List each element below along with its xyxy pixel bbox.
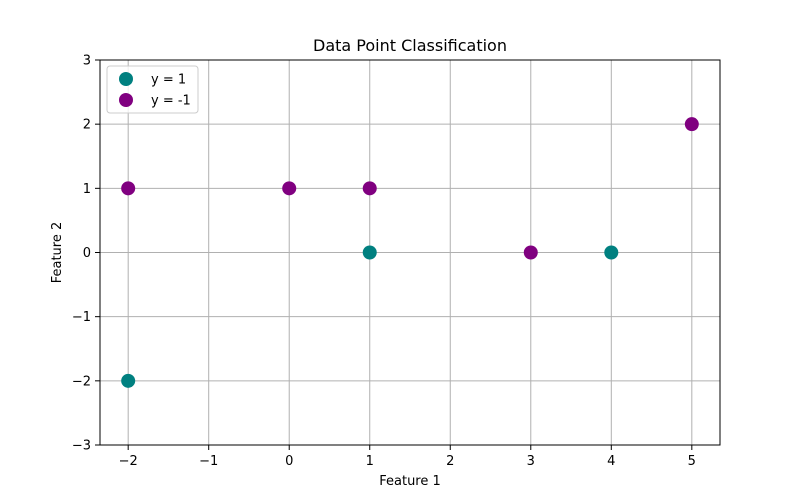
data-point-series-1 — [121, 373, 136, 388]
x-tick-label: 0 — [285, 454, 293, 469]
data-point-series-2 — [121, 181, 136, 196]
y-tick-label: 1 — [83, 182, 91, 197]
y-tick-label: −3 — [72, 439, 91, 454]
x-tick-label: 1 — [366, 454, 374, 469]
legend-label-series-1: y = 1 — [151, 73, 186, 88]
data-points — [121, 117, 699, 388]
legend-marker-series-1 — [119, 72, 133, 86]
data-point-series-1 — [362, 245, 377, 260]
data-point-series-2 — [684, 117, 699, 132]
x-tick-label: 5 — [688, 454, 696, 469]
y-tick-label: −1 — [72, 310, 91, 325]
data-point-series-1 — [604, 245, 619, 260]
axis-ticks: −2 −1 0 1 2 3 4 5 −3 −2 −1 0 1 2 3 — [72, 54, 696, 470]
y-axis-label: Feature 2 — [50, 222, 65, 284]
data-point-series-2 — [362, 181, 377, 196]
data-point-series-2 — [523, 245, 538, 260]
x-tick-label: −2 — [119, 454, 138, 469]
x-tick-label: 4 — [607, 454, 615, 469]
x-tick-label: 2 — [446, 454, 454, 469]
y-tick-label: 2 — [83, 118, 91, 133]
y-tick-label: −2 — [72, 374, 91, 389]
x-axis-label: Feature 1 — [379, 474, 441, 489]
data-point-series-2 — [282, 181, 297, 196]
legend: y = 1 y = -1 — [106, 65, 199, 114]
y-tick-label: 0 — [83, 246, 91, 261]
x-tick-label: 3 — [527, 454, 535, 469]
legend-label-series-2: y = -1 — [151, 94, 191, 109]
y-tick-label: 3 — [83, 54, 91, 69]
chart-title: Data Point Classification — [313, 36, 507, 55]
legend-marker-series-2 — [119, 93, 133, 107]
x-tick-label: −1 — [199, 454, 218, 469]
